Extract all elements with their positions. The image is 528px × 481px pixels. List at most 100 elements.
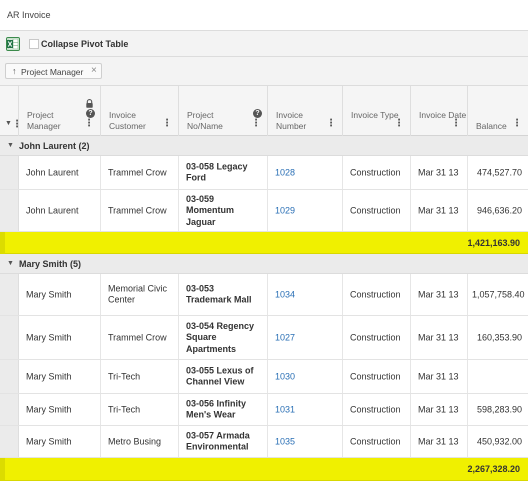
cell-project-name: 03-057 Armada Environmental [186,430,250,452]
table-row[interactable]: Mary Smith Tri-Tech 03-056 Infinity Men'… [0,394,528,426]
cell-balance: 598,283.90 [476,403,522,414]
cell-invoice-type: Construction [350,403,401,414]
cell-invoice-type: Construction [350,166,401,177]
row-gutter [0,190,19,231]
window-titlebar: AR Invoice [0,0,528,31]
cell-project-manager: John Laurent [26,166,79,177]
row-gutter [0,360,19,393]
column-menu-icon[interactable]: ⋮ [84,118,94,129]
cell-invoice-number-link[interactable]: 1031 [275,403,296,414]
cell-project-name: 03-054 Regency Square Apartments [186,320,255,354]
collapse-pivot-label: Collapse Pivot Table [41,39,129,49]
column-header-label: Balance [476,121,507,131]
cell-invoice-customer: Trammel Crow [108,166,167,177]
collapse-caret-icon[interactable]: ▼ [7,142,14,149]
subtotal-balance: 1,421,163.90 [467,238,520,248]
grid-header: ▼ ⋮ Project Manager ? ⋮ Invoice Customer… [0,86,528,136]
lock-icon [86,99,93,108]
toolbar: Collapse Pivot Table [0,31,528,57]
remove-group-icon[interactable]: × [91,65,97,76]
cell-project-manager: Mary Smith [26,403,72,414]
table-row[interactable]: John Laurent Trammel Crow 03-059 Momentu… [0,190,528,232]
cell-invoice-customer: Tri-Tech [108,370,141,381]
column-menu-icon[interactable]: ⋮ [451,118,461,129]
group-row-john-laurent[interactable]: ▼ John Laurent (2) [0,136,528,156]
cell-invoice-date: Mar 31 13 [418,403,459,414]
row-gutter [0,394,19,425]
subtotal-gutter [0,458,5,480]
row-gutter [0,274,19,315]
cell-balance: 1,057,758.40 [472,288,525,299]
cell-invoice-number-link[interactable]: 1034 [275,288,296,299]
subtotal-gutter [0,232,5,254]
collapse-caret-icon[interactable]: ▼ [7,260,14,267]
cell-project-manager: Mary Smith [26,331,72,342]
table-row[interactable]: Mary Smith Memorial Civic Center 03-053 … [0,274,528,316]
caret-down-icon: ▼ [5,120,12,127]
cell-invoice-customer: Memorial Civic Center [108,283,168,305]
group-label: Mary Smith (5) [19,259,82,269]
column-header-project-no-name[interactable]: Project No/Name ? ⋮ [179,86,268,136]
column-header-label: Invoice Number [276,110,307,131]
help-icon[interactable]: ? [253,109,262,118]
cell-invoice-date: Mar 31 13 [418,166,459,177]
expander-column-header[interactable]: ▼ ⋮ [0,86,22,136]
column-menu-icon[interactable]: ⋮ [512,118,522,129]
cell-invoice-date: Mar 31 13 [418,204,459,215]
cell-invoice-customer: Tri-Tech [108,403,141,414]
cell-project-name: 03-055 Lexus of Channel View [186,365,254,387]
cell-invoice-type: Construction [350,331,401,342]
table-row[interactable]: Mary Smith Tri-Tech 03-055 Lexus of Chan… [0,360,528,394]
group-chip-label: Project Manager [21,67,84,77]
subtotal-balance: 2,267,328.20 [467,464,520,474]
cell-project-name: 03-053 Trademark Mall [186,283,252,305]
column-header-invoice-type[interactable]: Invoice Type ⋮ [343,86,411,136]
cell-balance: 450,932.00 [476,435,522,446]
table-row[interactable]: John Laurent Trammel Crow 03-058 Legacy … [0,156,528,190]
column-header-label: Invoice Customer [109,110,146,131]
group-row-mary-smith[interactable]: ▼ Mary Smith (5) [0,254,528,274]
column-header-label: Project Manager [27,110,61,131]
column-header-invoice-date[interactable]: Invoice Date ⋮ [411,86,468,136]
group-subtotal-row: 1,421,163.90 [0,232,528,254]
group-label: John Laurent (2) [19,141,90,151]
column-header-invoice-customer[interactable]: Invoice Customer ⋮ [101,86,179,136]
column-header-label: Invoice Type [351,110,399,120]
column-header-project-manager[interactable]: Project Manager ? ⋮ [19,86,101,136]
cell-invoice-date: Mar 31 13 [418,435,459,446]
window-title: AR Invoice [7,10,51,20]
column-menu-icon[interactable]: ⋮ [326,118,336,129]
cell-invoice-type: Construction [350,435,401,446]
column-menu-icon[interactable]: ⋮ [12,119,22,130]
cell-invoice-number-link[interactable]: 1035 [275,435,296,446]
cell-project-name: 03-058 Legacy Ford [186,161,248,183]
cell-invoice-date: Mar 31 13 [418,288,459,299]
cell-invoice-number-link[interactable]: 1027 [275,331,296,342]
column-menu-icon[interactable]: ⋮ [251,118,261,129]
cell-invoice-number-link[interactable]: 1030 [275,370,296,381]
help-icon[interactable]: ? [86,109,95,118]
column-header-invoice-number[interactable]: Invoice Number ⋮ [268,86,343,136]
table-row[interactable]: Mary Smith Trammel Crow 03-054 Regency S… [0,316,528,360]
table-row[interactable]: Mary Smith Metro Busing 03-057 Armada En… [0,426,528,458]
sort-ascending-icon: ↑ [12,66,17,76]
column-menu-icon[interactable]: ⋮ [162,118,172,129]
row-gutter [0,426,19,457]
row-gutter [0,316,19,359]
cell-project-name: 03-059 Momentum Jaguar [186,193,234,227]
column-menu-icon[interactable]: ⋮ [394,118,404,129]
cell-invoice-date: Mar 31 13 [418,331,459,342]
cell-balance: 474,527.70 [476,166,522,177]
cell-invoice-type: Construction [350,204,401,215]
cell-invoice-date: Mar 31 13 [418,370,459,381]
collapse-pivot-checkbox[interactable] [29,39,39,49]
excel-export-icon[interactable] [6,37,20,51]
cell-invoice-number-link[interactable]: 1028 [275,166,296,177]
cell-invoice-type: Construction [350,370,401,381]
cell-invoice-number-link[interactable]: 1029 [275,204,296,215]
group-by-bar: ↑ Project Manager × [0,57,528,86]
cell-project-manager: Mary Smith [26,435,72,446]
column-header-balance[interactable]: Balance ⋮ [468,86,528,136]
column-header-label: Invoice Date [419,110,467,120]
group-chip-project-manager[interactable]: ↑ Project Manager × [5,63,102,79]
